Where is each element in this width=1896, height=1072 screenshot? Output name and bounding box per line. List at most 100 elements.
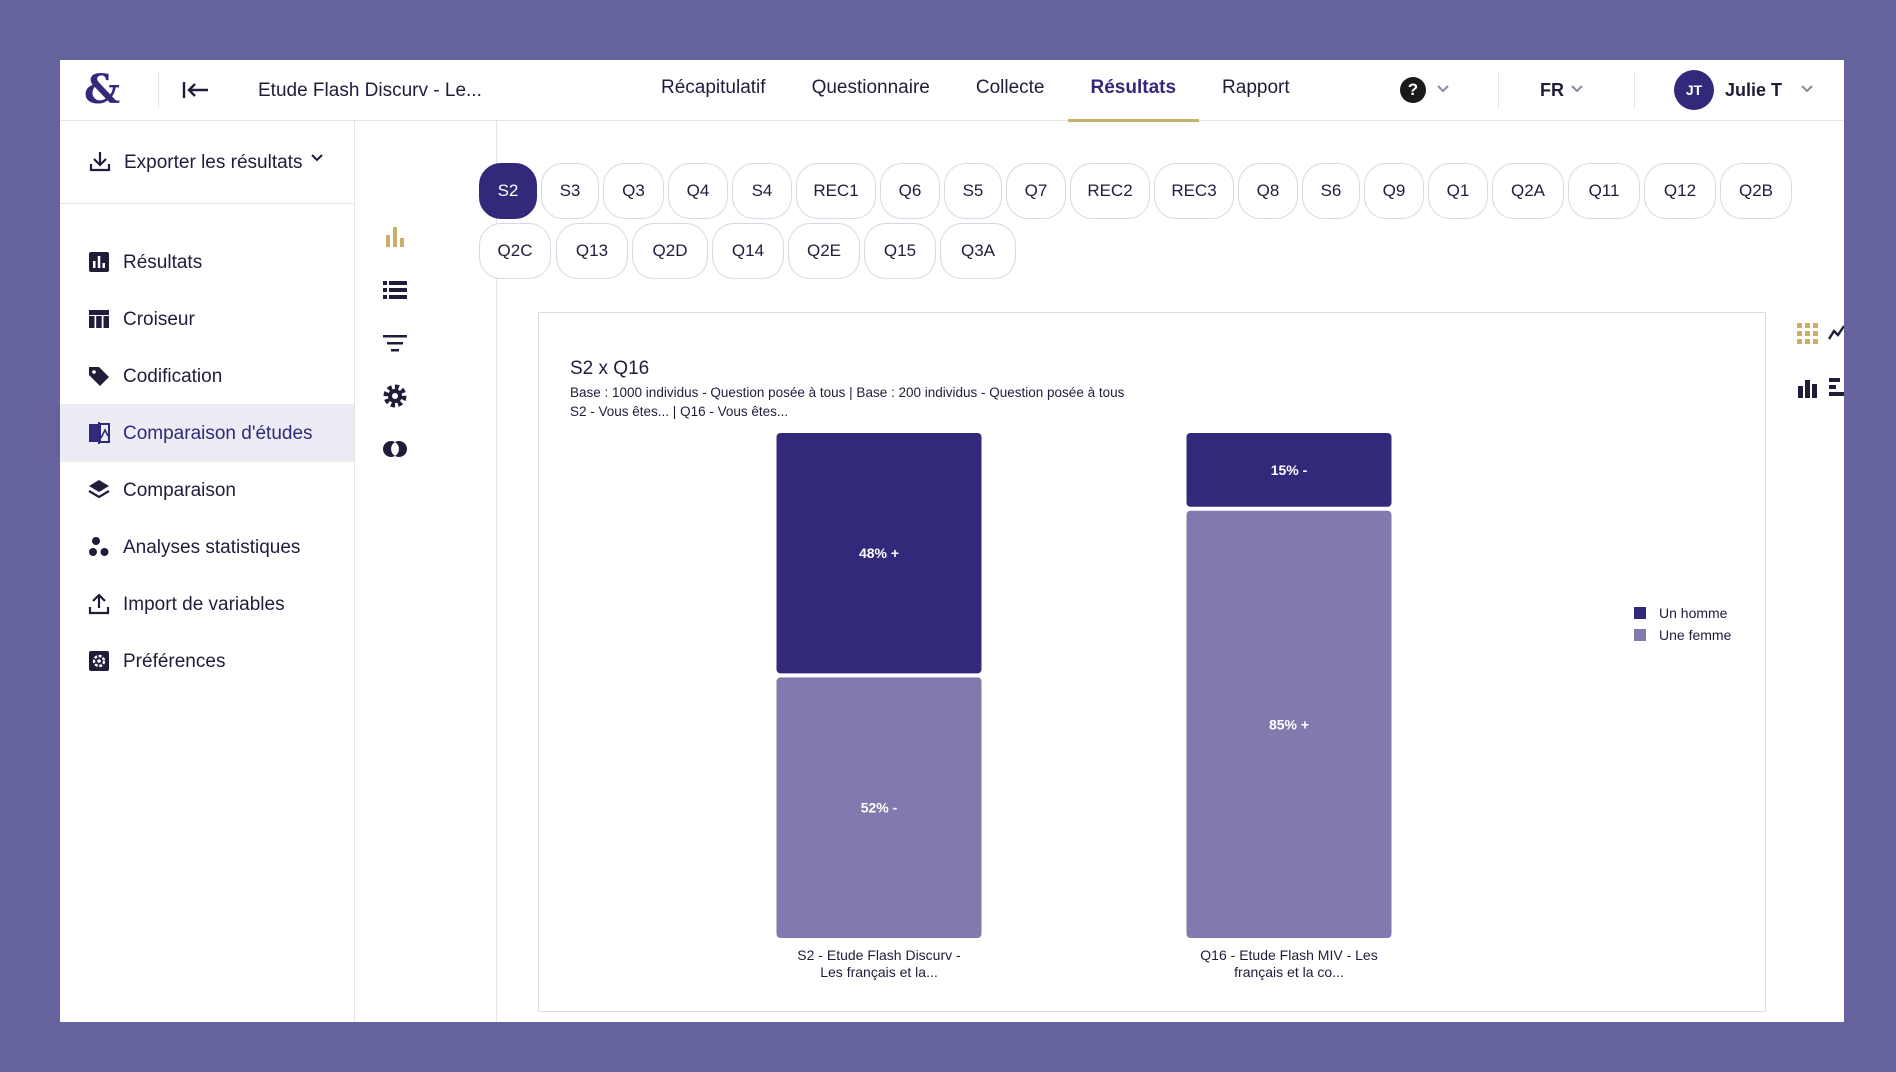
question-chip[interactable]: Q2B bbox=[1720, 163, 1792, 219]
sidebar-item-label: Analyses statistiques bbox=[123, 537, 301, 558]
sidebar: Exporter les résultats Résultats Croiseu… bbox=[60, 121, 355, 1022]
question-chip[interactable]: S3 bbox=[541, 163, 599, 219]
tab-questionnaire[interactable]: Questionnaire bbox=[811, 77, 930, 98]
user-name[interactable]: Julie T bbox=[1725, 80, 1783, 100]
question-chip[interactable]: S2 bbox=[479, 163, 537, 219]
tab-resultats[interactable]: Résultats bbox=[1067, 60, 1200, 122]
chart-base-note: Base : 1000 individus - Question posée à… bbox=[570, 385, 1125, 400]
question-chip[interactable]: Q4 bbox=[668, 163, 728, 219]
tab-recapitulatif[interactable]: Récapitulatif bbox=[661, 77, 766, 98]
table-icon bbox=[89, 310, 109, 328]
avatar[interactable]: JT bbox=[1674, 70, 1714, 110]
tag-icon bbox=[89, 367, 109, 386]
sidebar-item-label: Comparaison bbox=[123, 480, 236, 501]
question-chip[interactable]: REC2 bbox=[1070, 163, 1150, 219]
sidebar-item-label: Résultats bbox=[123, 252, 203, 273]
chart-title: S2 x Q16 bbox=[570, 358, 650, 379]
question-chip[interactable]: Q12 bbox=[1644, 163, 1716, 219]
sidebar-item-import-variables[interactable]: Import de variables bbox=[60, 575, 354, 633]
upload-icon bbox=[88, 593, 110, 615]
list-icon[interactable] bbox=[379, 274, 411, 306]
tab-collecte[interactable]: Collecte bbox=[975, 77, 1045, 98]
settings-box-icon bbox=[89, 651, 109, 671]
sidebar-item-comparaison-etudes[interactable]: Comparaison d'études bbox=[60, 404, 354, 462]
collapse-left-icon bbox=[182, 82, 208, 98]
export-results-button[interactable]: Exporter les résultats bbox=[60, 121, 354, 204]
question-chip[interactable]: S5 bbox=[944, 163, 1002, 219]
question-chip[interactable]: Q8 bbox=[1238, 163, 1298, 219]
sidebar-item-resultats[interactable]: Résultats bbox=[60, 233, 354, 291]
question-chip[interactable]: Q2D bbox=[632, 223, 708, 279]
question-chip[interactable]: REC3 bbox=[1154, 163, 1234, 219]
help-button[interactable]: ? bbox=[1400, 77, 1426, 103]
gear-icon[interactable] bbox=[379, 380, 411, 412]
category-label: S2 - Etude Flash Discurv - bbox=[797, 947, 961, 963]
legend-swatch bbox=[1634, 607, 1646, 619]
bar-view-icon[interactable] bbox=[1791, 370, 1825, 404]
stacked-bar-chart: 48% + 52% - S2 - Etude Flash Discurv -Les … bbox=[776, 433, 1732, 980]
divider bbox=[158, 72, 159, 108]
sidebar-item-analyses-statistiques[interactable]: Analyses statistiques bbox=[60, 518, 354, 576]
sidebar-item-label: Codification bbox=[123, 366, 223, 387]
question-chip[interactable]: Q3 bbox=[603, 163, 664, 219]
sidebar-item-label: Comparaison d'études bbox=[123, 423, 313, 444]
language-selector[interactable]: FR bbox=[1540, 80, 1564, 100]
compare-icon bbox=[89, 422, 110, 444]
question-chip[interactable]: Q2A bbox=[1492, 163, 1564, 219]
bar-segment bbox=[776, 433, 982, 674]
data-label: 15% - bbox=[1271, 462, 1308, 478]
app-logo[interactable]: & bbox=[84, 66, 121, 113]
heatmap-view-icon[interactable] bbox=[1791, 317, 1825, 351]
main-nav: Récapitulatif Questionnaire Collecte Rés… bbox=[638, 60, 1313, 122]
question-chip[interactable]: Q13 bbox=[556, 223, 628, 279]
collapse-sidebar-button[interactable] bbox=[178, 74, 214, 106]
question-chip[interactable]: Q1 bbox=[1428, 163, 1488, 219]
chevron-down-icon[interactable] bbox=[1570, 84, 1584, 94]
question-chip[interactable]: Q7 bbox=[1006, 163, 1066, 219]
sidebar-item-comparaison[interactable]: Comparaison bbox=[60, 461, 354, 519]
sidebar-item-label: Préférences bbox=[123, 651, 226, 672]
filter-icon[interactable] bbox=[379, 327, 411, 359]
app-window: & Etude Flash Discurv - Le... Récapitula… bbox=[60, 60, 1844, 1022]
question-chip[interactable]: REC1 bbox=[796, 163, 876, 219]
bar-chart-icon[interactable] bbox=[379, 221, 411, 253]
tab-rapport[interactable]: Rapport bbox=[1222, 77, 1290, 98]
legend-label: Une femme bbox=[1659, 627, 1732, 643]
bar-segment bbox=[1186, 510, 1392, 938]
chevron-down-icon[interactable] bbox=[1436, 84, 1450, 94]
question-chip[interactable]: Q11 bbox=[1568, 163, 1640, 219]
question-chip[interactable]: Q2C bbox=[479, 223, 551, 279]
question-chip[interactable]: S6 bbox=[1302, 163, 1360, 219]
category-label: Q16 - Etude Flash MIV - Les bbox=[1200, 947, 1377, 963]
category-label: français et la co... bbox=[1234, 964, 1344, 980]
top-bar: & Etude Flash Discurv - Le... Récapitula… bbox=[60, 60, 1844, 122]
sidebar-item-croiseur[interactable]: Croiseur bbox=[60, 290, 354, 348]
question-chip[interactable]: S4 bbox=[732, 163, 792, 219]
sidebar-item-label: Croiseur bbox=[123, 309, 195, 330]
question-chip[interactable]: Q15 bbox=[864, 223, 936, 279]
chevron-down-icon bbox=[311, 154, 323, 162]
horizontal-bar-view-icon[interactable] bbox=[1828, 370, 1844, 404]
bar-segment bbox=[1186, 433, 1392, 507]
chart-question-note: S2 - Vous êtes... | Q16 - Vous êtes... bbox=[570, 404, 789, 419]
question-chip[interactable]: Q3A bbox=[940, 223, 1016, 279]
question-chip[interactable]: Q2E bbox=[788, 223, 860, 279]
divider bbox=[1634, 72, 1635, 108]
legend-swatch bbox=[1634, 629, 1646, 641]
legend-label: Un homme bbox=[1659, 605, 1728, 621]
download-icon bbox=[89, 152, 111, 172]
question-chip[interactable]: Q9 bbox=[1364, 163, 1424, 219]
sidebar-item-preferences[interactable]: Préférences bbox=[60, 632, 354, 690]
question-chip[interactable]: Q6 bbox=[880, 163, 940, 219]
line-view-icon[interactable] bbox=[1828, 317, 1844, 351]
question-chip[interactable]: Q14 bbox=[712, 223, 784, 279]
divider bbox=[1498, 72, 1499, 108]
sidebar-item-codification[interactable]: Codification bbox=[60, 347, 354, 405]
export-label: Exporter les résultats bbox=[124, 152, 303, 173]
data-label: 48% + bbox=[859, 545, 899, 561]
chevron-down-icon[interactable] bbox=[1800, 84, 1814, 94]
venn-icon[interactable] bbox=[379, 433, 411, 465]
category-label: Les français et la... bbox=[820, 964, 938, 980]
tool-rail bbox=[355, 121, 497, 1022]
study-title[interactable]: Etude Flash Discurv - Le... bbox=[258, 80, 482, 101]
